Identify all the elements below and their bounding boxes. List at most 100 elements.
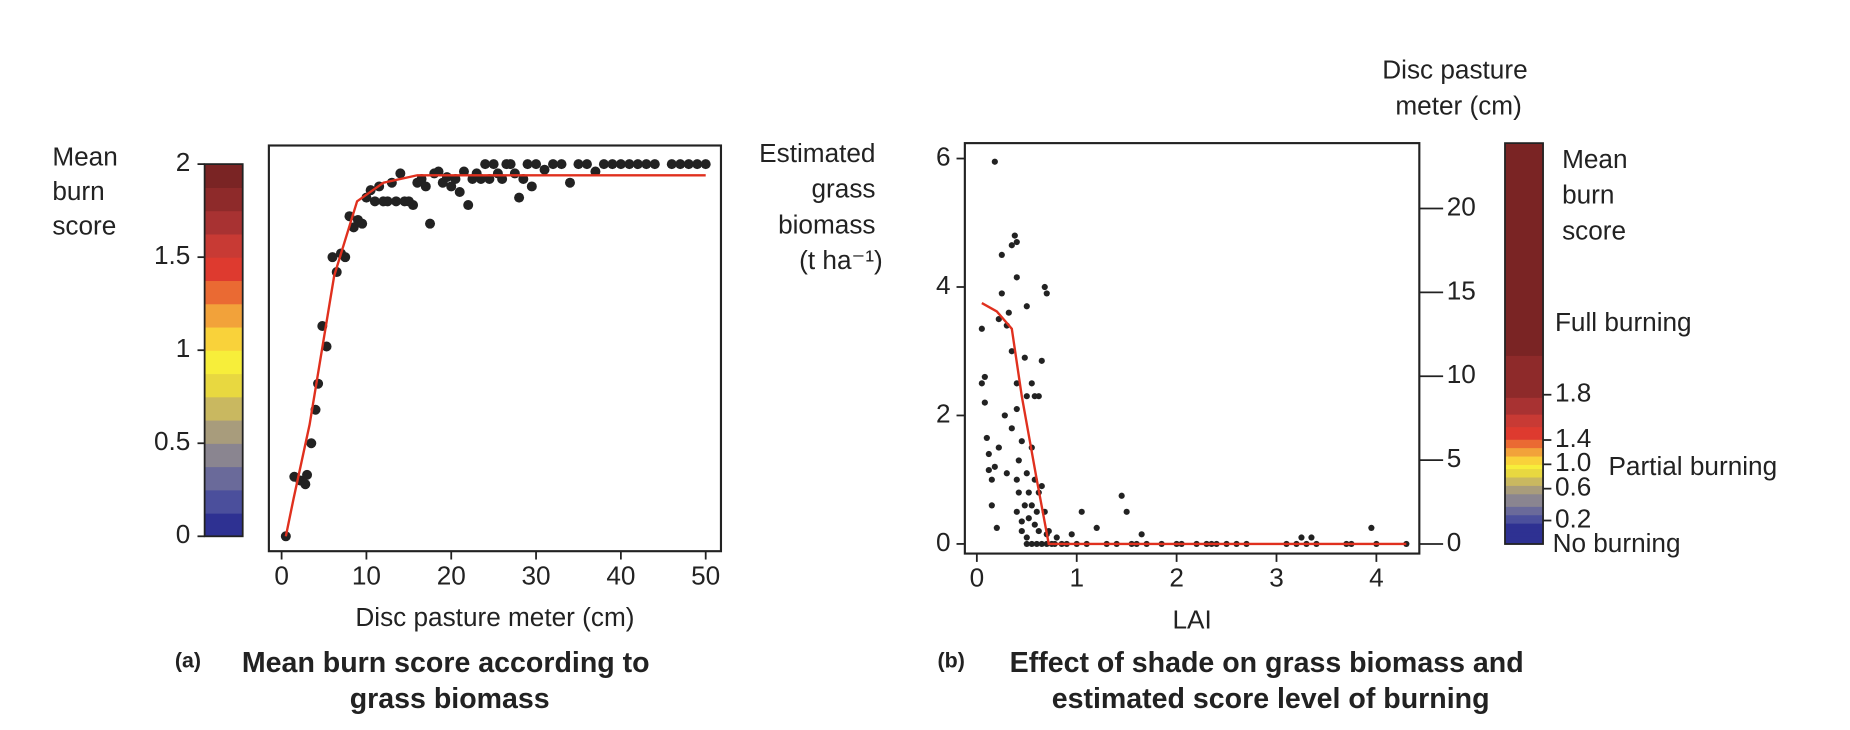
colorbar-band <box>1504 313 1544 319</box>
colorbar-band <box>1504 284 1544 289</box>
colorbar-band <box>204 164 243 188</box>
colorbar-band <box>1504 279 1544 285</box>
colorbar-band <box>204 280 243 305</box>
colorbar-band <box>1504 351 1544 356</box>
colorbar-band <box>1504 514 1544 520</box>
point <box>1041 283 1048 291</box>
point <box>1368 524 1375 531</box>
colorbar-band <box>204 419 243 444</box>
colorbar-band <box>1504 246 1544 252</box>
point <box>391 196 402 207</box>
point <box>509 168 520 179</box>
point <box>1138 531 1145 538</box>
point <box>1013 238 1020 246</box>
point <box>1038 540 1045 548</box>
point <box>446 181 457 192</box>
y2-tick-label: 20 <box>1447 191 1476 221</box>
point <box>1013 405 1020 413</box>
point <box>1035 393 1042 400</box>
point <box>1028 380 1035 387</box>
point <box>458 166 469 177</box>
point <box>700 159 711 170</box>
point <box>1023 534 1030 541</box>
point <box>1298 534 1305 541</box>
y2-tick-label: 15 <box>1447 275 1476 305</box>
point <box>441 172 452 183</box>
point <box>518 173 529 184</box>
colorbar-band <box>1504 426 1544 432</box>
point <box>1003 470 1010 477</box>
colorbar-band <box>1504 183 1544 189</box>
point <box>590 166 601 177</box>
point <box>1025 515 1032 522</box>
point <box>505 159 516 170</box>
point <box>995 444 1002 451</box>
point <box>993 524 1000 531</box>
colorbar-band <box>1504 346 1544 352</box>
point <box>1118 492 1125 499</box>
point <box>978 325 985 332</box>
point <box>607 159 618 170</box>
colorbar-band <box>1504 162 1544 168</box>
point <box>978 380 985 387</box>
colorbar-band <box>1504 489 1544 495</box>
y-tick-label: 6 <box>936 141 951 171</box>
point <box>1035 527 1042 535</box>
point <box>988 502 995 509</box>
colorbar-label: Mean burn score <box>52 141 125 240</box>
point <box>1028 502 1035 509</box>
colorbar-annotation: Partial burning <box>1608 451 1777 481</box>
colorbar-band <box>1504 292 1544 298</box>
colorbar-band <box>1504 422 1544 428</box>
colorbar-label: Mean burn score <box>1562 144 1635 245</box>
y-tick-label: 4 <box>936 270 951 300</box>
colorbar-tick-label: 1.8 <box>1555 378 1591 408</box>
colorbar-band <box>1504 481 1544 486</box>
point <box>581 159 592 170</box>
point <box>985 450 992 458</box>
point <box>539 164 550 175</box>
colorbar-band <box>1504 233 1544 239</box>
colorbar-band <box>1504 242 1544 247</box>
colorbar-band <box>204 257 243 282</box>
point <box>395 168 406 179</box>
point <box>416 173 427 184</box>
point <box>433 166 444 177</box>
plot-frame-a <box>267 144 723 553</box>
y-tick-label: 1.5 <box>154 240 190 270</box>
colorbar-band <box>1504 372 1544 377</box>
colorbar-band <box>1504 334 1544 340</box>
point <box>985 466 992 474</box>
point <box>300 479 311 490</box>
colorbar-band <box>1504 221 1544 226</box>
point <box>450 173 461 184</box>
point <box>302 469 313 480</box>
point <box>497 173 508 184</box>
colorbar-band <box>204 350 243 375</box>
point <box>998 290 1005 297</box>
point <box>1023 393 1030 400</box>
colorbar-band <box>1504 225 1544 231</box>
colorbar-band <box>1504 510 1544 516</box>
point <box>983 434 990 442</box>
point <box>556 159 567 170</box>
point <box>573 159 584 170</box>
point <box>995 316 1002 323</box>
point <box>306 438 317 449</box>
point <box>463 200 474 211</box>
colorbar-band <box>1504 523 1544 528</box>
point <box>382 196 393 207</box>
point <box>1023 540 1030 548</box>
point <box>408 200 419 211</box>
colorbar-band <box>204 443 243 468</box>
point <box>981 399 988 406</box>
point <box>641 159 652 170</box>
colorbar-band <box>1504 263 1544 268</box>
colorbar-band <box>1504 363 1544 369</box>
colorbar-band <box>1504 393 1544 398</box>
point <box>1025 489 1032 496</box>
y2-axis-label: Disc pasture meter (cm) <box>1382 55 1535 121</box>
point <box>1023 303 1030 310</box>
colorbar-band <box>1504 149 1544 155</box>
